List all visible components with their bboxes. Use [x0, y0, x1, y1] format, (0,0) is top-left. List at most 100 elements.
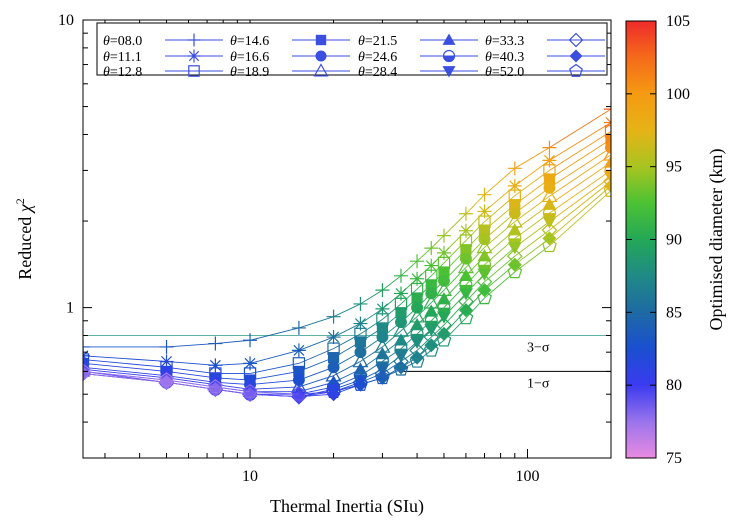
data-point: [376, 331, 389, 344]
data-point: [327, 352, 340, 364]
legend-item-08.0: θ=08.0: [103, 33, 223, 49]
legend-label: θ=24.6: [358, 50, 397, 65]
data-point: [603, 182, 611, 197]
series-line-segment: [549, 108, 611, 148]
series-line-segment: [360, 319, 383, 335]
data-point: [542, 153, 557, 168]
data-point: [507, 242, 522, 255]
y-axis-title: Reduced χ2: [13, 198, 35, 279]
data-point: [243, 356, 258, 371]
data-point: [393, 361, 409, 376]
series-line-segment: [416, 247, 432, 262]
series-line-segment: [333, 323, 361, 338]
series-line-segment: [166, 366, 216, 374]
series-line-segment: [484, 212, 516, 240]
series-line-segment: [298, 366, 334, 381]
data-point: [375, 301, 390, 316]
legend-marker: [315, 34, 327, 46]
legend-marker: [315, 50, 327, 62]
data-point: [327, 361, 340, 374]
axes: 3−σ 1−σ 10 100 1 10 Thermal Inertia (SIu) Reduc…: [13, 12, 612, 517]
series-line-segment: [83, 373, 167, 383]
colorbar-title: Optimised diameter (km): [706, 149, 727, 331]
data-point: [458, 310, 474, 325]
legend-item-40.3: θ=40.3: [485, 49, 605, 65]
data-point: [83, 339, 90, 354]
colorbar-tick-label: 100: [666, 86, 690, 103]
series-16.6: [83, 141, 611, 391]
data-point: [477, 204, 492, 219]
legend-marker: [569, 63, 583, 77]
series-line-segment: [250, 393, 299, 398]
data-point: [411, 292, 423, 304]
series-line-segment: [83, 366, 167, 377]
data-point: [410, 318, 425, 331]
reference-label-3sigma: 3−σ: [527, 340, 550, 355]
series-line-segment: [443, 267, 467, 291]
reference-label-1sigma: 1−σ: [527, 376, 550, 391]
data-point: [410, 254, 425, 269]
series-line-segment: [400, 350, 418, 362]
y-tick-label: 10: [58, 12, 74, 29]
series-08.0: [83, 102, 611, 354]
series-line-segment: [166, 370, 216, 379]
legend-marker: [569, 49, 583, 63]
series-line-segment: [360, 377, 383, 386]
data-point: [395, 307, 407, 319]
y-tick-label: 1: [66, 300, 74, 317]
data-point: [425, 287, 438, 300]
data-point: [353, 376, 368, 391]
data-point: [543, 173, 556, 185]
series-line-segment: [549, 190, 611, 247]
series-line-segment: [549, 154, 611, 197]
colorbar: 75 80 85 90 95 100 105 Optimised diameter (km): [625, 13, 727, 467]
series-line-segment: [298, 336, 334, 351]
legend-item-18.9: θ=18.9: [230, 63, 350, 80]
data-point: [159, 372, 174, 387]
series-line-segment: [549, 138, 611, 180]
series-line-segment: [333, 361, 361, 377]
data-point: [436, 292, 451, 305]
data-point: [291, 386, 307, 401]
series-line-segment: [549, 185, 611, 239]
data-point: [477, 290, 492, 305]
legend-item-14.6: θ=14.6: [230, 34, 350, 49]
data-point: [354, 346, 367, 359]
series-11.1: [83, 115, 611, 373]
data-point: [208, 358, 223, 373]
data-point: [376, 322, 389, 334]
series-line-segment: [215, 377, 251, 381]
series-33.3: [83, 173, 611, 405]
data-point: [477, 187, 492, 202]
series-line-segment: [382, 303, 402, 320]
data-point: [83, 363, 91, 378]
legend-marker: [442, 66, 456, 78]
legend-item-52.0: θ=52.0: [485, 63, 605, 80]
data-point: [438, 274, 450, 287]
series-line-segment: [83, 359, 167, 368]
legend-marker: [568, 32, 584, 48]
data-point: [458, 223, 473, 238]
data-point: [326, 383, 341, 398]
data-point: [543, 181, 556, 194]
data-point: [291, 320, 306, 335]
series-line-segment: [549, 161, 611, 206]
series-line-segment: [549, 122, 611, 161]
colorbar-tick-label: 75: [666, 450, 682, 467]
series-line-segment: [249, 362, 299, 374]
data-point: [354, 336, 367, 348]
series-line-segment: [549, 176, 611, 223]
legend-marker: [313, 63, 329, 77]
legend-label: θ=14.6: [230, 34, 269, 49]
colorbar-tick-label: 80: [666, 377, 682, 394]
data-point: [375, 370, 390, 385]
data-point: [604, 102, 611, 117]
legend-marker: [442, 33, 456, 45]
data-point: [393, 333, 408, 346]
series-line-segment: [298, 375, 334, 388]
legend-label: θ=11.1: [103, 50, 142, 65]
series-line-segment: [382, 368, 402, 379]
series-24.6: [83, 163, 611, 401]
legend-item-28.4: θ=28.4: [358, 65, 478, 80]
series-line-segment: [333, 384, 361, 393]
